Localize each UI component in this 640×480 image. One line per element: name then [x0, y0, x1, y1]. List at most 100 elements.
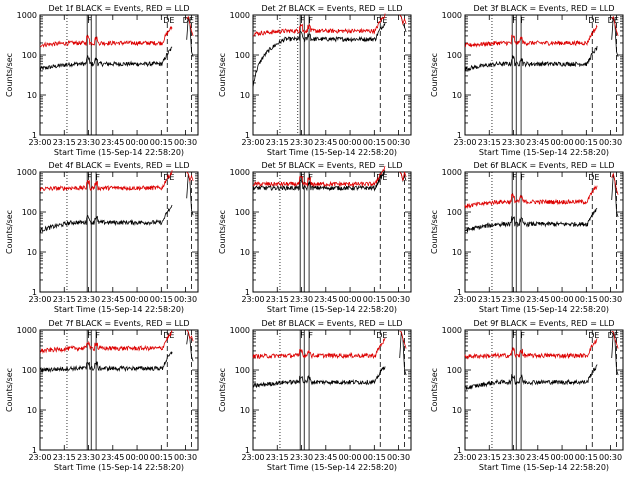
lld-series-line — [252, 166, 386, 188]
x-tick-label: 23:15 — [478, 295, 501, 304]
y-tick-label: 1000 — [230, 11, 250, 20]
marker-label: F — [308, 331, 313, 340]
x-tick-label: 23:45 — [101, 138, 124, 147]
y-tick-label: 100 — [447, 366, 462, 375]
y-tick-label: 1000 — [17, 11, 37, 20]
panel-title: Det 9f BLACK = Events, RED = LLD — [473, 319, 614, 328]
x-tick-label: 23:15 — [53, 453, 76, 462]
lld-flare-line — [611, 15, 619, 37]
x-tick-label: 23:45 — [314, 453, 337, 462]
marker-label: F — [95, 173, 100, 182]
x-tick-label: 00:30 — [174, 453, 197, 462]
x-tick-label: 23:30 — [502, 138, 525, 147]
marker-label: F — [300, 173, 305, 182]
marker-label: DE — [376, 331, 387, 340]
x-tick-label: 23:45 — [526, 295, 549, 304]
y-tick-label: 1 — [457, 288, 462, 297]
marker-label: F — [87, 331, 92, 340]
x-tick-label: 23:00 — [241, 453, 264, 462]
x-tick-label: 00:30 — [387, 295, 410, 304]
marker-label: F — [520, 331, 525, 340]
x-axis-label: Start Time (15-Sep-14 22:58:20) — [267, 148, 397, 157]
lld-series-line — [39, 330, 173, 354]
x-tick-label: 23:30 — [502, 453, 525, 462]
lld-series-line — [252, 337, 386, 360]
marker-label: DE — [376, 16, 387, 25]
x-tick-label: 23:15 — [266, 453, 289, 462]
x-tick-label: 23:15 — [53, 295, 76, 304]
axes-frame — [464, 329, 624, 451]
x-tick-label: 23:30 — [290, 295, 313, 304]
events-series-line — [252, 169, 386, 192]
x-tick-label: 00:00 — [126, 295, 149, 304]
events-series-line — [464, 45, 598, 73]
y-axis-label: Counts/sec — [5, 368, 14, 412]
y-tick-label: 10 — [452, 406, 462, 415]
events-series-line — [39, 46, 173, 71]
events-series-line — [252, 366, 386, 389]
x-axis-label: Start Time (15-Sep-14 22:58:20) — [54, 463, 184, 472]
y-tick-label: 10 — [452, 91, 462, 100]
x-axis-label: Start Time (15-Sep-14 22:58:20) — [267, 305, 397, 314]
marker-label: DE — [588, 173, 599, 182]
x-axis-label: Start Time (15-Sep-14 22:58:20) — [479, 305, 609, 314]
panel-title: Det 4f BLACK = Events, RED = LLD — [48, 161, 189, 170]
axes-frame — [39, 171, 199, 293]
events-flare-line — [186, 331, 194, 362]
y-axis-label: Counts/sec — [5, 53, 14, 97]
lld-series-line — [39, 25, 173, 48]
panel-title: Det 8f BLACK = Events, RED = LLD — [261, 319, 402, 328]
x-tick-label: 23:30 — [77, 295, 100, 304]
panel-det-5f: Det 5f BLACK = Events, RED = LLD 1 10 100 10… — [218, 161, 412, 314]
panel-det-9f: Det 9f BLACK = Events, RED = LLD 1 10 100 10… — [430, 319, 624, 472]
x-tick-label: 00:15 — [363, 138, 386, 147]
events-series-line — [252, 22, 386, 88]
x-tick-label: 23:45 — [526, 453, 549, 462]
panel-title: Det 3f BLACK = Events, RED = LLD — [473, 4, 614, 13]
x-tick-label: 23:00 — [241, 295, 264, 304]
lld-series-line — [464, 24, 598, 48]
x-tick-label: 23:30 — [502, 295, 525, 304]
axes-frame — [39, 329, 199, 451]
marker-label: F — [308, 173, 313, 182]
y-tick-label: 10 — [240, 406, 250, 415]
y-tick-label: 1000 — [442, 168, 462, 177]
marker-label: F — [95, 331, 100, 340]
x-tick-label: 00:15 — [575, 295, 598, 304]
x-axis-label: Start Time (15-Sep-14 22:58:20) — [267, 463, 397, 472]
marker-label: F — [512, 331, 517, 340]
marker-label: F — [87, 16, 92, 25]
lld-series-line — [252, 13, 386, 37]
x-tick-label: 23:00 — [453, 138, 476, 147]
events-series-line — [464, 207, 598, 232]
lld-flare-line — [186, 171, 194, 183]
x-tick-label: 00:00 — [339, 138, 362, 147]
marker-label: F — [308, 16, 313, 25]
axes-frame — [252, 171, 412, 293]
x-tick-label: 23:45 — [314, 295, 337, 304]
panel-det-8f: Det 8f BLACK = Events, RED = LLD 1 10 100 10… — [218, 319, 412, 472]
y-tick-label: 100 — [447, 208, 462, 217]
y-tick-label: 100 — [235, 208, 250, 217]
panel-title: Det 5f BLACK = Events, RED = LLD — [261, 161, 402, 170]
marker-label: DE — [588, 16, 599, 25]
panel-det-2f: Det 2f BLACK = Events, RED = LLD 1 10 100 10… — [218, 4, 412, 157]
x-tick-label: 23:15 — [478, 453, 501, 462]
x-tick-label: 23:00 — [453, 295, 476, 304]
x-axis-label: Start Time (15-Sep-14 22:58:20) — [479, 148, 609, 157]
y-tick-label: 1000 — [230, 168, 250, 177]
x-tick-label: 23:00 — [28, 453, 51, 462]
axes-frame — [252, 14, 412, 136]
marker-label: F — [300, 331, 305, 340]
x-tick-label: 23:30 — [290, 453, 313, 462]
panel-det-7f: Det 7f BLACK = Events, RED = LLD 1 10 100 10… — [5, 319, 199, 472]
x-tick-label: 23:00 — [28, 138, 51, 147]
x-tick-label: 23:00 — [453, 453, 476, 462]
x-tick-label: 23:30 — [77, 453, 100, 462]
x-tick-label: 00:15 — [575, 138, 598, 147]
y-tick-label: 100 — [447, 51, 462, 60]
lld-flare-line — [611, 172, 619, 195]
y-axis-label: Counts/sec — [218, 53, 227, 97]
y-tick-label: 100 — [22, 208, 37, 217]
marker-label: F — [512, 16, 517, 25]
